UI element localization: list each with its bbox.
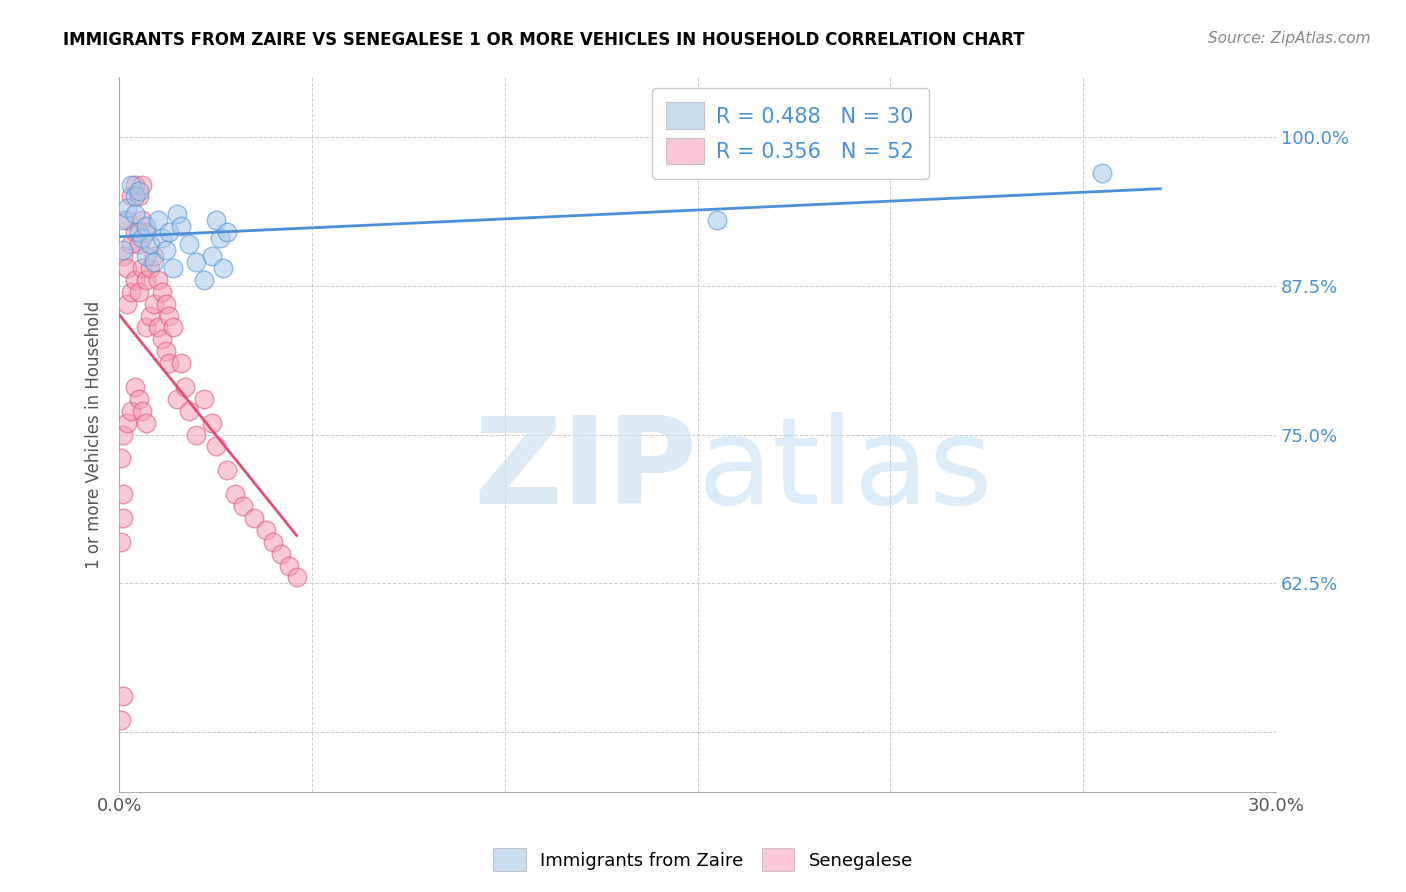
Point xyxy=(120,285,142,299)
Point xyxy=(166,392,188,406)
Point xyxy=(124,273,146,287)
Point xyxy=(135,249,157,263)
Point xyxy=(124,189,146,203)
Point xyxy=(135,320,157,334)
Point xyxy=(155,344,177,359)
Point xyxy=(128,225,150,239)
Point xyxy=(212,260,235,275)
Point xyxy=(131,231,153,245)
Point xyxy=(112,487,135,501)
Point xyxy=(143,249,166,263)
Point xyxy=(115,416,138,430)
Point xyxy=(139,260,162,275)
Point xyxy=(112,427,135,442)
Point xyxy=(112,249,135,263)
Point xyxy=(135,416,157,430)
Point xyxy=(150,231,173,245)
Point xyxy=(1091,166,1114,180)
Point xyxy=(157,309,180,323)
Point xyxy=(193,392,215,406)
Point xyxy=(285,570,308,584)
Point xyxy=(115,260,138,275)
Point xyxy=(232,499,254,513)
Point xyxy=(128,285,150,299)
Point xyxy=(204,440,226,454)
Point xyxy=(193,273,215,287)
Point xyxy=(120,189,142,203)
Point xyxy=(124,225,146,239)
Point xyxy=(120,403,142,417)
Point xyxy=(135,273,157,287)
Point xyxy=(217,463,239,477)
Point xyxy=(131,178,153,192)
Point xyxy=(150,332,173,346)
Point xyxy=(254,523,277,537)
Point xyxy=(115,213,138,227)
Point xyxy=(128,189,150,203)
Point xyxy=(201,249,224,263)
Point xyxy=(143,255,166,269)
Point xyxy=(131,260,153,275)
Point xyxy=(706,213,728,227)
Point xyxy=(112,511,135,525)
Point xyxy=(155,243,177,257)
Point xyxy=(110,713,132,727)
Point xyxy=(162,260,184,275)
Point xyxy=(270,547,292,561)
Point xyxy=(208,231,231,245)
Point xyxy=(157,356,180,370)
Point xyxy=(135,219,157,234)
Point xyxy=(177,403,200,417)
Point xyxy=(263,534,285,549)
Point xyxy=(243,511,266,525)
Text: ZIP: ZIP xyxy=(474,412,697,529)
Point xyxy=(173,380,195,394)
Point xyxy=(131,403,153,417)
Point xyxy=(115,202,138,216)
Text: IMMIGRANTS FROM ZAIRE VS SENEGALESE 1 OR MORE VEHICLES IN HOUSEHOLD CORRELATION : IMMIGRANTS FROM ZAIRE VS SENEGALESE 1 OR… xyxy=(63,31,1025,49)
Point xyxy=(204,213,226,227)
Point xyxy=(128,392,150,406)
Point xyxy=(135,225,157,239)
Point xyxy=(186,255,208,269)
Point xyxy=(186,427,208,442)
Point xyxy=(128,184,150,198)
Point xyxy=(128,237,150,252)
Point xyxy=(157,225,180,239)
Point xyxy=(150,285,173,299)
Point xyxy=(277,558,299,573)
Point xyxy=(146,213,169,227)
Point xyxy=(120,178,142,192)
Point xyxy=(139,237,162,252)
Point xyxy=(143,296,166,310)
Point xyxy=(166,207,188,221)
Point xyxy=(217,225,239,239)
Point xyxy=(112,243,135,257)
Point xyxy=(112,690,135,704)
Point xyxy=(110,534,132,549)
Point xyxy=(170,356,193,370)
Point xyxy=(131,213,153,227)
Point xyxy=(224,487,246,501)
Point xyxy=(146,273,169,287)
Point xyxy=(139,309,162,323)
Point xyxy=(124,178,146,192)
Point xyxy=(124,207,146,221)
Point xyxy=(124,380,146,394)
Point xyxy=(110,451,132,466)
Point xyxy=(146,320,169,334)
Legend: Immigrants from Zaire, Senegalese: Immigrants from Zaire, Senegalese xyxy=(486,841,920,879)
Legend: R = 0.488   N = 30, R = 0.356   N = 52: R = 0.488 N = 30, R = 0.356 N = 52 xyxy=(652,87,928,179)
Point xyxy=(170,219,193,234)
Point xyxy=(155,296,177,310)
Point xyxy=(177,237,200,252)
Point xyxy=(115,296,138,310)
Point xyxy=(112,213,135,227)
Point xyxy=(201,416,224,430)
Text: atlas: atlas xyxy=(697,412,993,529)
Y-axis label: 1 or more Vehicles in Household: 1 or more Vehicles in Household xyxy=(86,301,103,569)
Text: Source: ZipAtlas.com: Source: ZipAtlas.com xyxy=(1208,31,1371,46)
Point xyxy=(162,320,184,334)
Point xyxy=(120,237,142,252)
